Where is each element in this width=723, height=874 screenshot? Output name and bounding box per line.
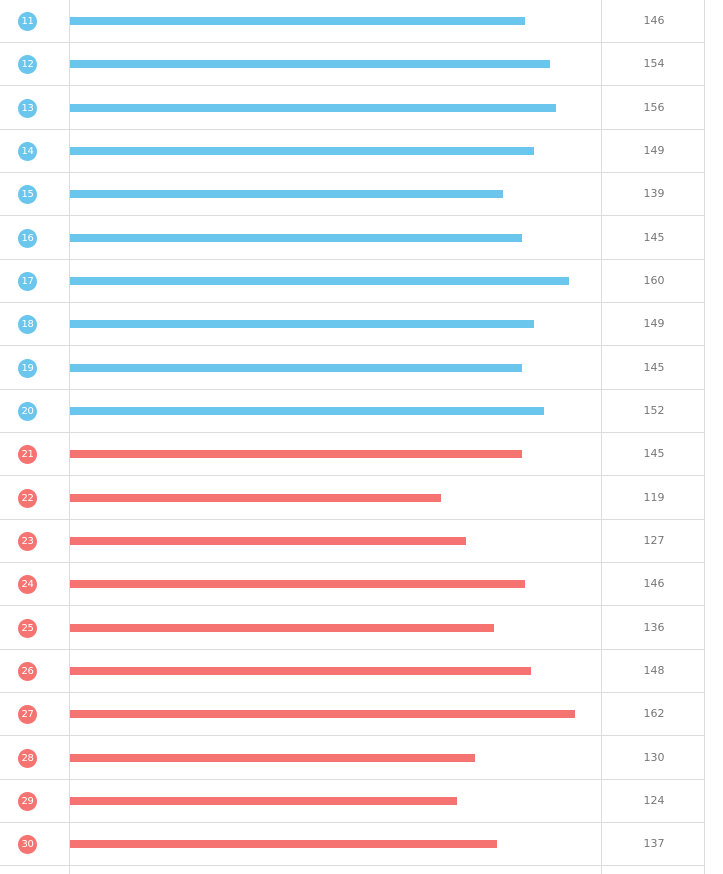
value-label: 145 xyxy=(643,360,665,374)
value-bar xyxy=(70,363,522,372)
row-number-badge: 26 xyxy=(18,661,37,681)
chart-row: 23 127 xyxy=(0,520,705,563)
chart-row: 17 160 xyxy=(0,260,705,303)
value-label: 127 xyxy=(643,533,665,547)
row-number-badge: 22 xyxy=(18,488,37,508)
value-label: 139 xyxy=(643,187,665,201)
value-label: 137 xyxy=(643,837,665,851)
row-number-badge: 14 xyxy=(18,141,37,161)
chart-row: 25 136 xyxy=(0,607,705,650)
chart-row: 15 139 xyxy=(0,173,705,217)
chart-row: 19 145 xyxy=(0,347,705,390)
row-number-badge: 30 xyxy=(18,835,37,855)
value-bar xyxy=(70,17,525,25)
value-label: 145 xyxy=(643,230,665,244)
value-bar xyxy=(70,146,534,155)
value-bar xyxy=(70,623,494,632)
value-label: 146 xyxy=(643,14,665,27)
value-bar xyxy=(70,493,441,502)
value-bar xyxy=(70,666,531,675)
row-number-badge: 20 xyxy=(18,401,37,421)
value-label: 145 xyxy=(643,447,665,461)
row-number-badge: 13 xyxy=(18,98,37,118)
value-divider xyxy=(601,0,602,874)
chart-row: 26 148 xyxy=(0,650,705,693)
value-label: 149 xyxy=(643,143,665,157)
chart-row: 27 162 xyxy=(0,693,705,737)
chart-row: 11 146 xyxy=(0,0,705,43)
chart-row: 12 154 xyxy=(0,43,705,87)
chart-row: 24 146 xyxy=(0,563,705,607)
chart-row: 29 124 xyxy=(0,780,705,823)
value-label: 156 xyxy=(643,100,665,114)
value-bar xyxy=(70,796,457,805)
value-label: 119 xyxy=(643,490,665,504)
chart-row: 16 145 xyxy=(0,217,705,260)
row-number-badge: 27 xyxy=(18,705,37,725)
row-number-badge: 11 xyxy=(18,12,37,31)
chart-row: 21 145 xyxy=(0,433,705,477)
value-bar xyxy=(70,580,525,589)
value-bar xyxy=(70,710,575,719)
row-number-badge: 29 xyxy=(18,791,37,811)
value-label: 146 xyxy=(643,577,665,591)
row-number-badge: 17 xyxy=(18,271,37,291)
chart-row: 22 119 xyxy=(0,477,705,520)
value-label: 154 xyxy=(643,57,665,71)
row-number-badge: 12 xyxy=(18,55,37,75)
value-label: 149 xyxy=(643,317,665,331)
value-bar xyxy=(70,840,497,849)
value-label: 130 xyxy=(643,750,665,764)
row-number-badge: 21 xyxy=(18,445,37,465)
chart-row: 20 152 xyxy=(0,390,705,433)
value-label: 136 xyxy=(643,620,665,634)
value-bar xyxy=(70,103,556,112)
row-number-badge: 19 xyxy=(18,358,37,378)
row-number-badge: 15 xyxy=(18,185,37,205)
value-bar xyxy=(70,450,522,459)
chart-row: 30 137 xyxy=(0,823,705,867)
value-label: 160 xyxy=(643,273,665,287)
row-number-badge: 18 xyxy=(18,315,37,335)
value-label: 124 xyxy=(643,793,665,807)
chart-row: 14 149 xyxy=(0,130,705,173)
value-bar xyxy=(70,536,466,545)
row-number-badge: 28 xyxy=(18,748,37,768)
value-bar xyxy=(70,233,522,242)
value-label: 148 xyxy=(643,663,665,677)
value-bar xyxy=(70,60,550,69)
chart-row: 18 149 xyxy=(0,303,705,347)
left-divider xyxy=(69,0,70,874)
value-bar xyxy=(70,320,534,329)
value-label: 152 xyxy=(643,403,665,417)
row-number-badge: 24 xyxy=(18,575,37,595)
value-label: 162 xyxy=(643,707,665,721)
chart-row: 28 130 xyxy=(0,737,705,780)
value-bar xyxy=(70,406,544,415)
row-number-badge: 16 xyxy=(18,228,37,248)
value-bar xyxy=(70,753,475,762)
value-bar xyxy=(70,190,503,199)
right-divider xyxy=(704,0,705,874)
value-bar xyxy=(70,276,569,285)
row-number-badge: 25 xyxy=(18,618,37,638)
row-number-badge: 23 xyxy=(18,531,37,551)
chart-row: 13 156 xyxy=(0,87,705,130)
